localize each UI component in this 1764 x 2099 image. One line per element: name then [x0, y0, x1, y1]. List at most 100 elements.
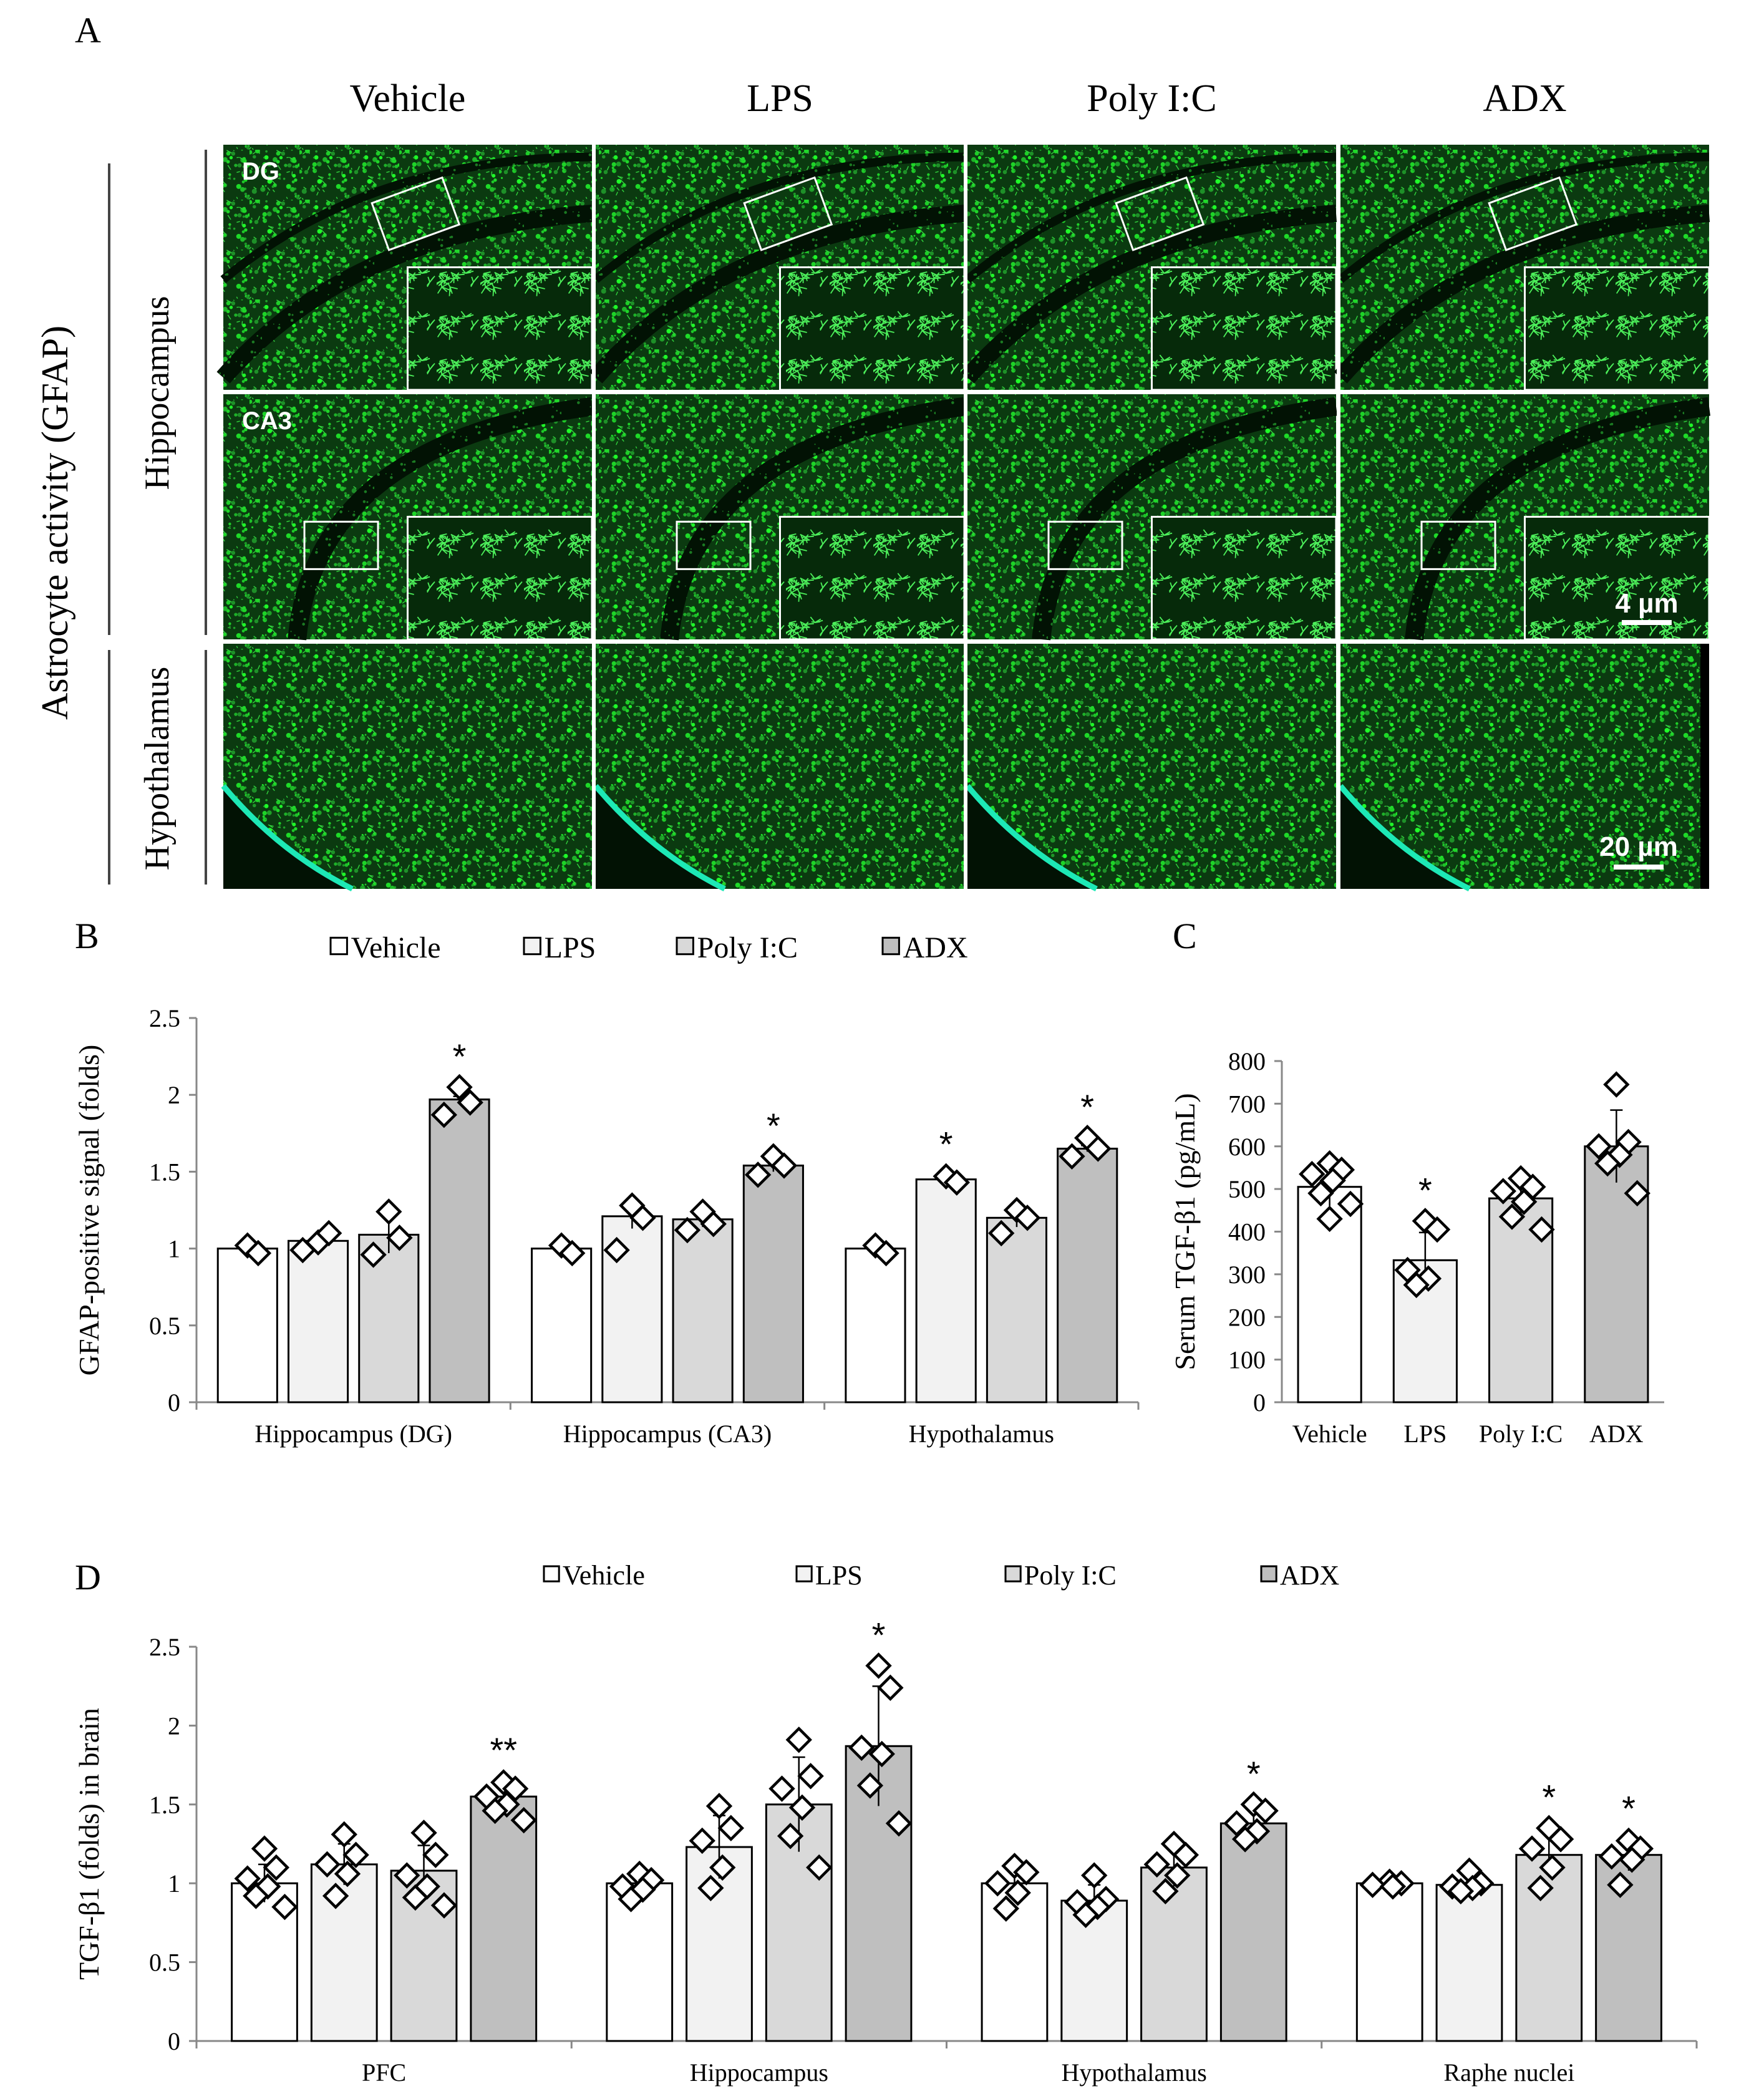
inset-magnified	[1151, 516, 1337, 641]
column-header-polyic: Poly I:C	[1087, 77, 1216, 120]
micrograph-dg-lps	[589, 145, 966, 391]
y-tick-label: 700	[1228, 1090, 1266, 1118]
data-point	[234, 1865, 261, 1892]
data-point	[314, 1851, 341, 1878]
data-point	[254, 1873, 281, 1900]
data-point	[1359, 1871, 1386, 1898]
bar-adx	[742, 1165, 804, 1403]
region-box	[371, 176, 461, 251]
micrograph-hypothalamus-lps	[593, 644, 964, 892]
y-tick-label: 2.5	[149, 1633, 180, 1661]
tissue-dark-region	[967, 785, 1097, 889]
y-axis-label: Serum TGF-β1 (pg/mL)	[1169, 1093, 1201, 1370]
y-tick-label: 1	[168, 1869, 180, 1898]
data-point	[482, 1797, 508, 1825]
chart-b-legend: Vehicle LPS Poly I:C ADX	[329, 931, 968, 964]
panel-divider	[1337, 145, 1340, 889]
data-point	[785, 1726, 812, 1753]
data-point	[410, 1820, 437, 1846]
inset-magnified	[779, 516, 966, 641]
data-point	[788, 1794, 816, 1821]
panel-divider	[592, 145, 596, 889]
region-box	[743, 176, 833, 251]
inset-magnified	[1151, 266, 1337, 391]
data-point	[360, 1241, 387, 1268]
column-header-lps: LPS	[747, 77, 813, 120]
legend-swatch	[881, 936, 900, 956]
data-point	[1507, 1165, 1534, 1192]
inset-magnified	[1524, 516, 1710, 641]
data-point	[1423, 1216, 1451, 1243]
bar-polyic	[1140, 1866, 1208, 2042]
x-category-label: Hypothalamus	[1061, 2058, 1206, 2087]
bar-polyic	[1515, 1854, 1583, 2042]
tissue-edge-glow	[593, 784, 726, 892]
data-point	[1594, 1150, 1621, 1177]
data-point	[376, 1198, 402, 1225]
data-point	[331, 1821, 357, 1848]
legend-swatch	[329, 936, 348, 956]
micrograph-dg-adx	[1334, 145, 1710, 391]
panel-c-letter: C	[1173, 916, 1197, 956]
data-point	[1619, 1846, 1645, 1873]
legend-label: ADX	[1280, 1560, 1339, 1591]
micrograph-ca3-polyic	[967, 394, 1337, 641]
bar-polyic	[986, 1216, 1048, 1403]
data-point	[848, 1734, 875, 1761]
legend-swatch	[1004, 1565, 1022, 1583]
tissue-dark-region	[1340, 785, 1470, 889]
data-point	[457, 1089, 483, 1116]
data-point	[603, 1236, 630, 1264]
legend-swatch	[543, 1565, 560, 1583]
x-category-label: Hippocampus (DG)	[254, 1420, 452, 1448]
significance-marker: *	[453, 1037, 467, 1076]
data-point	[1316, 1205, 1343, 1233]
data-point	[797, 1763, 824, 1790]
significance-marker: *	[1418, 1170, 1432, 1209]
x-category-label: LPS	[1403, 1420, 1447, 1448]
data-point	[402, 1884, 429, 1911]
data-point	[322, 1883, 349, 1909]
panel-a-y-title: Astrocyte activity (GFAP)	[34, 326, 75, 720]
data-point	[770, 1152, 798, 1179]
data-point	[1084, 1893, 1111, 1921]
tissue-dark-band	[964, 152, 1337, 283]
data-point	[1081, 1862, 1108, 1889]
data-point	[243, 1883, 269, 1909]
scalebar-20um	[1614, 865, 1664, 870]
data-point	[865, 1652, 892, 1679]
significance-marker: *	[767, 1106, 780, 1145]
x-category-label: PFC	[362, 2058, 406, 2087]
data-point	[992, 1895, 1020, 1922]
inset-magnified	[779, 266, 966, 391]
tissue-dark-band	[593, 152, 965, 283]
data-point	[768, 1775, 795, 1802]
region-box	[676, 520, 752, 570]
tissue-dark-band	[1334, 205, 1710, 384]
micrograph-hypothalamus-polyic	[965, 644, 1336, 892]
data-point	[629, 1876, 656, 1903]
data-point	[1143, 1851, 1170, 1878]
inset-magnified	[407, 266, 593, 391]
image-edge	[1700, 644, 1709, 889]
data-point	[386, 1224, 413, 1251]
bar-vehicle	[216, 1248, 278, 1403]
significance-marker: **	[490, 1730, 517, 1770]
data-point	[1059, 1143, 1085, 1170]
data-point	[1624, 1180, 1650, 1207]
data-point	[1072, 1901, 1099, 1928]
micrograph-ca3-lps	[596, 394, 966, 641]
data-point	[251, 1835, 278, 1862]
data-point	[674, 1216, 701, 1244]
data-point	[559, 1239, 586, 1267]
legend-swatch	[523, 936, 541, 956]
scalebar-label-4um: 4 µm	[1615, 588, 1678, 619]
x-category-label: Vehicle	[1292, 1420, 1367, 1448]
y-tick-label: 0	[168, 1389, 180, 1417]
legend-swatch	[676, 936, 694, 956]
region-tag-dg: DG	[242, 158, 279, 185]
y-tick-label: 2	[168, 1081, 180, 1109]
significance-marker: *	[1622, 1788, 1636, 1828]
